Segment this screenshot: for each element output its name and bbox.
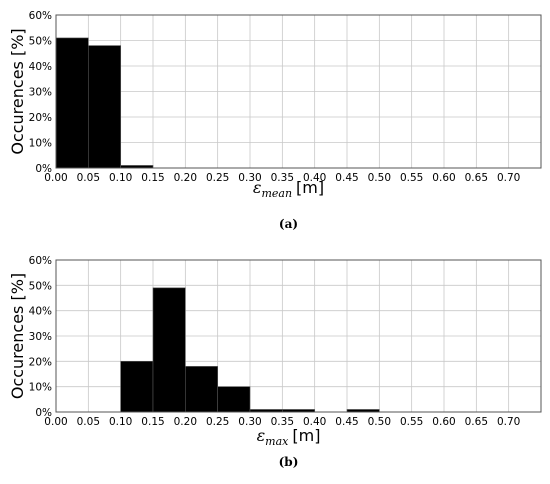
histogram-bar (152, 287, 186, 413)
x-tick-label: 0.05 (77, 172, 100, 184)
x-tick-label: 0.70 (497, 172, 520, 184)
x-tick-label: 0.20 (174, 416, 197, 428)
plot-frame (55, 14, 542, 169)
x-tick-label: 0.10 (109, 416, 132, 428)
x-axis-unit: [m] (296, 178, 324, 197)
x-tick-label: 0.65 (465, 416, 488, 428)
histogram-bar (185, 366, 218, 413)
x-tick-label: 0.15 (141, 172, 164, 184)
x-axis-symbol: ε (257, 426, 266, 445)
x-tick-label: 0.50 (368, 416, 391, 428)
x-tick-label: 0.35 (271, 172, 294, 184)
y-axis-label: Occurences [%] (8, 273, 27, 399)
x-tick-label: 0.55 (400, 172, 423, 184)
x-tick-label: 0.45 (335, 416, 358, 428)
histogram-bar (217, 386, 251, 413)
x-tick-label: 0.00 (44, 416, 67, 428)
y-tick-label: 0% (35, 407, 52, 419)
x-tick-label: 0.05 (77, 416, 100, 428)
x-tick-label: 0.00 (44, 172, 67, 184)
y-tick-label: 30% (29, 331, 52, 343)
x-tick-label: 0.60 (432, 172, 455, 184)
x-tick-label: 0.15 (141, 416, 164, 428)
y-tick-label: 30% (29, 87, 52, 99)
x-tick-label: 0.60 (432, 416, 455, 428)
x-tick-label: 0.55 (400, 416, 423, 428)
x-axis-subscript: mean (261, 187, 292, 200)
y-axis-label: Occurences [%] (8, 28, 27, 154)
y-tick-label: 40% (29, 306, 52, 318)
x-tick-label: 0.65 (465, 172, 488, 184)
x-tick-label: 0.35 (271, 416, 294, 428)
x-tick-label: 0.30 (238, 416, 261, 428)
x-tick-label: 0.10 (109, 172, 132, 184)
y-tick-label: 50% (29, 280, 52, 292)
y-tick-label: 50% (29, 36, 52, 48)
histogram-bar (88, 45, 121, 169)
x-tick-label: 0.30 (238, 172, 261, 184)
x-axis-label: εmax [m] (257, 426, 321, 448)
x-tick-label: 0.25 (206, 416, 229, 428)
x-tick-label: 0.50 (368, 172, 391, 184)
x-tick-label: 0.70 (497, 416, 520, 428)
y-tick-label: 0% (35, 163, 52, 175)
x-axis-unit: [m] (292, 426, 320, 445)
histogram-bar (55, 37, 89, 169)
y-tick-label: 60% (29, 10, 52, 22)
y-tick-label: 10% (29, 138, 52, 150)
x-tick-label: 0.45 (335, 172, 358, 184)
x-axis-subscript: max (265, 435, 289, 448)
y-tick-label: 40% (29, 61, 52, 73)
panel-caption: (b) (279, 455, 299, 469)
x-tick-label: 0.40 (303, 172, 326, 184)
x-tick-label: 0.20 (174, 172, 197, 184)
y-tick-label: 20% (29, 112, 52, 124)
x-axis-symbol: ε (253, 178, 262, 197)
panel-caption: (a) (279, 217, 298, 231)
chart-panel-b: 0.00 0.05 0.10 0.15 0.20 0.25 0.30 0.35 0.40 0.45… (8, 255, 542, 469)
y-tick-label: 20% (29, 356, 52, 368)
y-tick-label: 60% (29, 255, 52, 267)
y-tick-label: 10% (29, 382, 52, 394)
chart-panel-a: 0.00 0.05 0.10 0.15 0.20 0.25 0.30 0.35 0.40 0.45… (8, 10, 542, 231)
histogram-bar (120, 361, 154, 413)
x-tick-label: 0.25 (206, 172, 229, 184)
x-tick-label: 0.40 (303, 416, 326, 428)
x-axis-label: εmean [m] (253, 178, 324, 200)
plot-frame (55, 259, 542, 413)
